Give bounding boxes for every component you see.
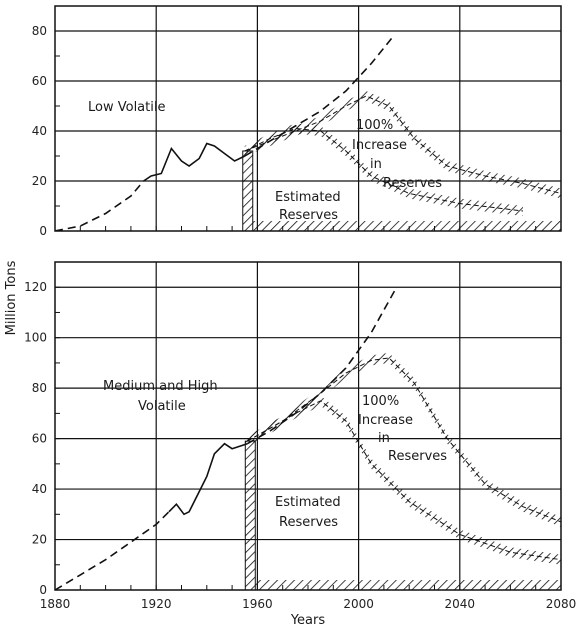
bottom-increase-line-2: Increase	[358, 413, 413, 428]
bottom-increase-line-3: in	[378, 431, 390, 446]
y-axis-title: Million Tons	[4, 260, 19, 335]
bottom-increase-line-1: 100%	[362, 394, 399, 409]
bottom-category-line-1: Medium and High	[103, 379, 218, 394]
x-tick-label: 2080	[546, 597, 577, 611]
top-increase-line-2: Increase	[352, 138, 407, 153]
historical-production-line	[168, 442, 248, 516]
y-tick-label: 40	[32, 482, 47, 496]
estimated-reserves-base-band	[255, 580, 561, 590]
y-tick-label: 80	[32, 381, 47, 395]
y-tick-label: 60	[32, 74, 47, 88]
bottom-y-ticks: 0 20 40 60 80 100 120	[24, 280, 47, 597]
projected-production-line	[246, 286, 398, 445]
y-tick-label: 40	[32, 124, 47, 138]
top-y-ticks: 0 20 40 60 80	[32, 24, 47, 238]
top-increase-line-1: 100%	[356, 118, 393, 133]
projected-production-line	[244, 37, 393, 157]
x-tick-label: 1960	[242, 597, 273, 611]
bottom-gridlines	[55, 262, 561, 590]
x-tick-label: 1920	[141, 597, 172, 611]
top-estimated-line-1: Estimated	[275, 190, 341, 205]
x-tick-label: 1880	[40, 597, 71, 611]
increase-reserves-band	[247, 352, 561, 527]
y-tick-label: 120	[24, 280, 47, 294]
estimated-reserves-start-bar	[244, 440, 256, 590]
top-increase-line-4: Reserves	[383, 176, 442, 191]
bottom-increase-line-4: Reserves	[388, 449, 447, 464]
top-increase-line-3: in	[370, 157, 382, 172]
top-category-label: Low Volatile	[88, 100, 165, 115]
historical-production-line	[143, 142, 246, 182]
y-tick-label: 0	[39, 583, 47, 597]
x-tick-label: 2000	[343, 597, 374, 611]
projected-production-line	[55, 511, 170, 590]
estimated-reserves-start-bar	[242, 150, 254, 231]
y-tick-label: 20	[32, 174, 47, 188]
y-tick-label: 60	[32, 432, 47, 446]
y-tick-label: 20	[32, 533, 47, 547]
increase-reserves-band	[244, 91, 561, 199]
bottom-estimated-line-1: Estimated	[275, 495, 341, 510]
bottom-x-ticks: 1880 1920 1960 2000 2040 2080	[40, 597, 577, 611]
bottom-series	[55, 286, 561, 590]
y-tick-label: 100	[24, 331, 47, 345]
top-estimated-line-2: Reserves	[279, 208, 338, 223]
estimated-reserves-band	[244, 123, 524, 216]
band-edge-line	[244, 127, 524, 212]
band-edge-line	[244, 95, 561, 194]
x-tick-label: 2040	[445, 597, 476, 611]
bottom-estimated-line-2: Reserves	[279, 515, 338, 530]
bottom-category-line-2: Volatile	[138, 399, 186, 414]
projected-production-line	[55, 180, 145, 231]
estimated-reserves-base-band	[252, 221, 561, 231]
top-series	[55, 37, 561, 231]
x-axis-title: Years	[290, 613, 326, 628]
y-tick-label: 0	[39, 224, 47, 238]
band-edge-line	[247, 357, 561, 523]
y-tick-label: 80	[32, 24, 47, 38]
